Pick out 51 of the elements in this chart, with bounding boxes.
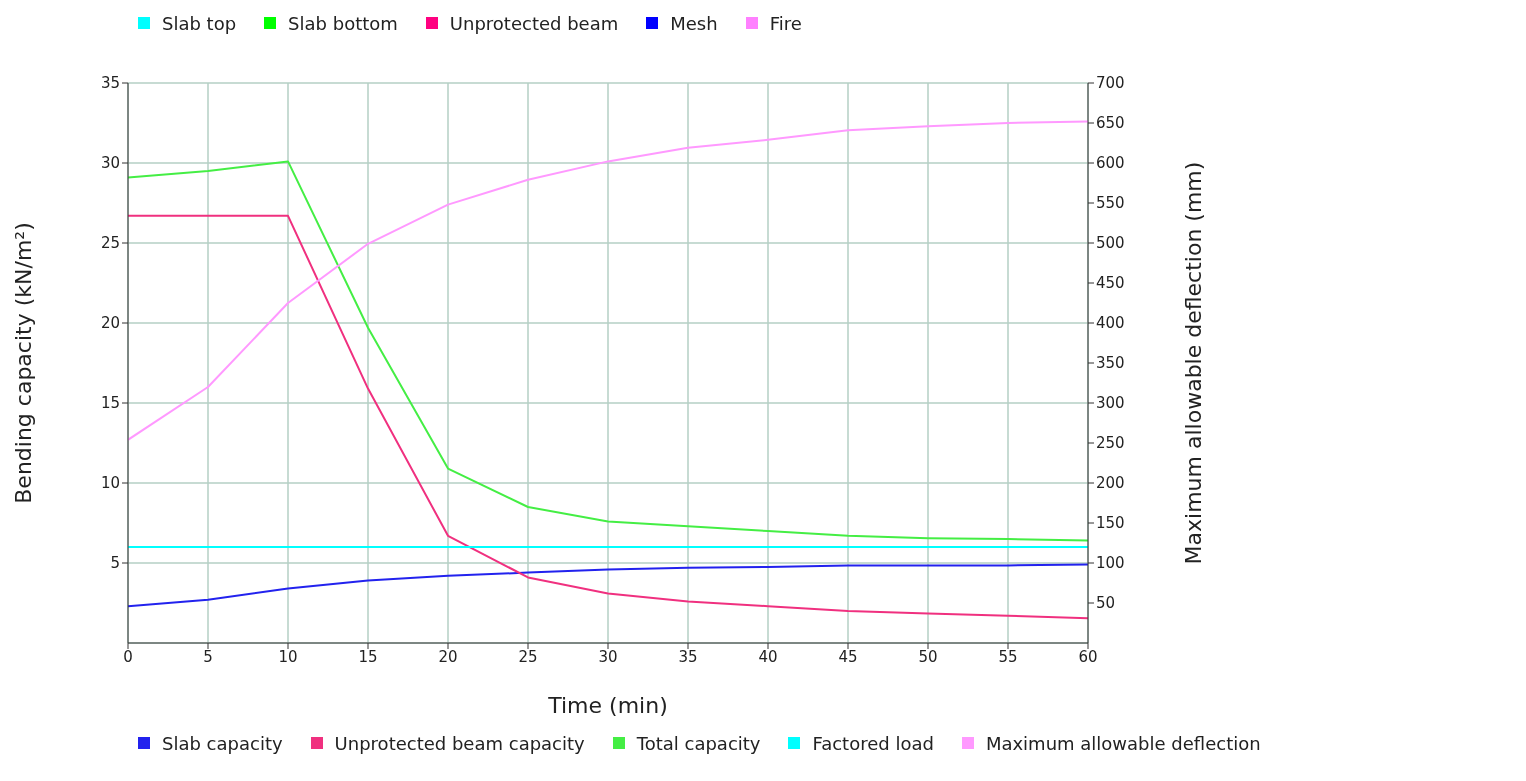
y-axis-title: Bending capacity (kN/m²) — [10, 222, 36, 504]
x-tick-label: 25 — [518, 647, 538, 666]
y2-tick-label: 300 — [1096, 394, 1125, 413]
x-tick-label: 20 — [438, 647, 458, 666]
y2-tick-label: 150 — [1096, 514, 1125, 533]
y2-tick-label: 450 — [1096, 274, 1125, 293]
x-tick-label: 35 — [678, 647, 698, 666]
y2-tick-label: 100 — [1096, 554, 1125, 573]
x-tick-label: 60 — [1078, 647, 1098, 666]
y-tick-label: 5 — [110, 554, 120, 573]
line-series — [128, 120, 1088, 441]
legend-label: Factored load — [812, 732, 934, 754]
legend-label: Slab top — [162, 12, 237, 34]
y-tick-label: 20 — [100, 314, 120, 333]
y2-tick-label: 600 — [1096, 154, 1125, 173]
y-tick-label: 35 — [100, 74, 120, 93]
x-tick-label: 5 — [203, 647, 213, 666]
legend-label: Total capacity — [636, 732, 761, 754]
y2-tick-label: 650 — [1096, 114, 1125, 133]
y-tick-label: 10 — [100, 474, 120, 493]
y2-tick-label: 50 — [1096, 594, 1116, 613]
y2-tick-label: 400 — [1096, 314, 1125, 333]
x-tick-label: 15 — [358, 647, 378, 666]
x-tick-label: 40 — [758, 647, 778, 666]
y2-axis-title: Maximum allowable deflection (mm) — [1180, 161, 1206, 565]
y2-tick-label: 700 — [1096, 74, 1125, 93]
legend-label: Unprotected beam — [449, 12, 619, 34]
line-series — [128, 214, 1088, 620]
line-series — [128, 160, 1088, 542]
y-tick-label: 15 — [100, 394, 120, 413]
legend-label: Slab capacity — [162, 732, 283, 754]
x-axis-title: Time (min) — [547, 693, 668, 718]
legend-label: Mesh — [670, 12, 718, 34]
x-tick-label: 55 — [998, 647, 1018, 666]
legend-label: Unprotected beam capacity — [334, 732, 585, 754]
y-tick-label: 25 — [100, 234, 120, 253]
legend-label: Maximum allowable deflection — [985, 732, 1261, 754]
y2-tick-label: 250 — [1096, 434, 1125, 453]
legend-label: Slab bottom — [288, 12, 398, 34]
x-tick-label: 10 — [278, 647, 298, 666]
y2-tick-label: 500 — [1096, 234, 1125, 253]
x-tick-label: 50 — [918, 647, 938, 666]
x-tick-label: 45 — [838, 647, 858, 666]
y-tick-label: 30 — [100, 154, 120, 173]
legend-label: Fire — [769, 12, 802, 34]
x-tick-label: 0 — [123, 647, 133, 666]
y2-tick-label: 350 — [1096, 354, 1125, 373]
line-series — [128, 563, 1088, 608]
x-tick-label: 30 — [598, 647, 618, 666]
y2-tick-label: 200 — [1096, 474, 1125, 493]
y2-tick-label: 550 — [1096, 194, 1125, 213]
